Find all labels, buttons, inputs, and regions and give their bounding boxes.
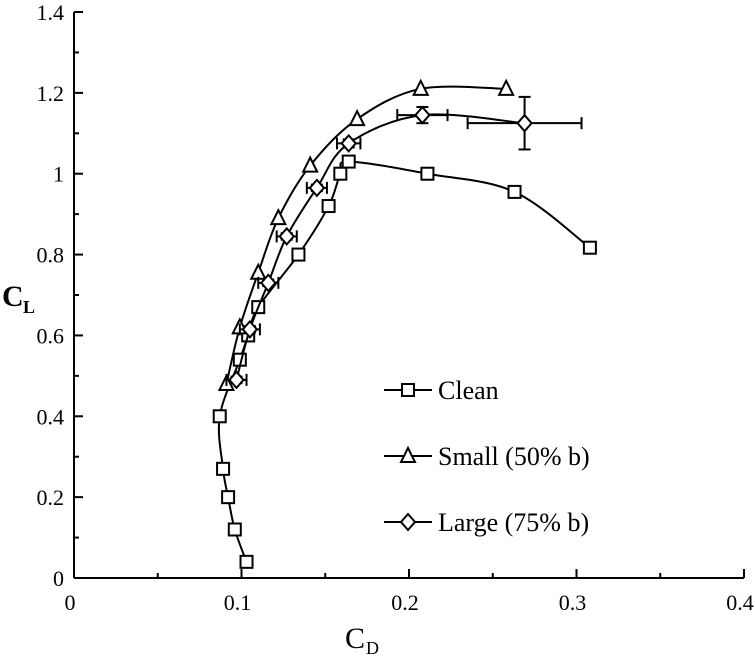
series-line-triangle xyxy=(225,85,507,385)
data-point-diamond xyxy=(278,226,296,246)
data-point-square xyxy=(239,554,254,569)
series-triangle xyxy=(217,78,515,391)
series-square xyxy=(212,154,597,569)
y-tick-label: 0.6 xyxy=(37,323,65,348)
data-point-diamond xyxy=(308,178,326,198)
legend-label: Clean xyxy=(438,376,499,405)
legend-marker-triangle xyxy=(399,445,417,463)
y-axis-label: C xyxy=(2,280,24,313)
legend-item-square: Clean xyxy=(384,376,499,405)
y-axis-label-subscript: L xyxy=(23,297,35,317)
y-tick-label: 0 xyxy=(53,566,64,591)
legend-marker-diamond xyxy=(399,512,417,532)
data-point-diamond xyxy=(516,113,533,133)
y-tick-label: 0.2 xyxy=(37,485,65,510)
legend-item-diamond: Large (75% b) xyxy=(384,508,589,537)
data-point-square xyxy=(216,461,231,476)
series-diamond xyxy=(225,95,583,390)
data-point-triangle xyxy=(269,207,287,226)
y-tick-label: 1.2 xyxy=(37,81,65,106)
legend-label: Small (50% b) xyxy=(438,442,590,471)
data-point-diamond xyxy=(228,370,245,390)
series-line-diamond xyxy=(235,113,525,381)
series-layer xyxy=(212,78,597,569)
data-point-triangle xyxy=(348,108,366,127)
data-point-square xyxy=(333,166,348,181)
data-point-square xyxy=(227,522,242,537)
x-tick-label: 0.1 xyxy=(224,590,252,615)
x-axis-label-subscript: D xyxy=(366,638,379,657)
data-point-triangle xyxy=(301,155,319,173)
data-point-square xyxy=(582,240,597,255)
x-axis-label: C xyxy=(345,622,365,655)
data-point-square xyxy=(291,247,306,262)
y-tick-label: 0.8 xyxy=(37,243,65,268)
data-point-diamond xyxy=(414,105,431,125)
legend-item-triangle: Small (50% b) xyxy=(384,442,590,471)
data-point-triangle xyxy=(249,262,267,280)
data-point-diamond xyxy=(259,273,277,293)
data-point-diamond xyxy=(241,319,259,339)
y-tick-label: 1 xyxy=(53,162,64,187)
data-point-square xyxy=(420,166,435,181)
y-tick-label: 0.4 xyxy=(37,404,65,429)
data-point-triangle xyxy=(497,78,515,96)
data-point-square xyxy=(341,154,356,169)
x-tick-label: 0.4 xyxy=(726,590,754,615)
data-point-square xyxy=(212,409,227,424)
data-point-square xyxy=(321,199,336,214)
data-point-triangle xyxy=(412,78,430,96)
x-tick-label: 0.2 xyxy=(391,590,419,615)
data-point-square xyxy=(221,490,236,505)
axes: 0 0.2 0.4 0.6 0.8 1 1.2 1.4 0 0.1 0.2 0.3 0.4 xyxy=(37,0,754,615)
legend-marker-square xyxy=(401,383,415,397)
y-tick-label: 1.4 xyxy=(37,0,65,25)
legend: Clean Small (50% b) Large (75% b) xyxy=(384,376,590,537)
data-point-square xyxy=(507,184,522,199)
x-tick-label: 0.3 xyxy=(559,590,587,615)
data-point-diamond xyxy=(340,133,358,153)
legend-label: Large (75% b) xyxy=(438,508,589,537)
x-tick-label: 0 xyxy=(65,590,76,615)
